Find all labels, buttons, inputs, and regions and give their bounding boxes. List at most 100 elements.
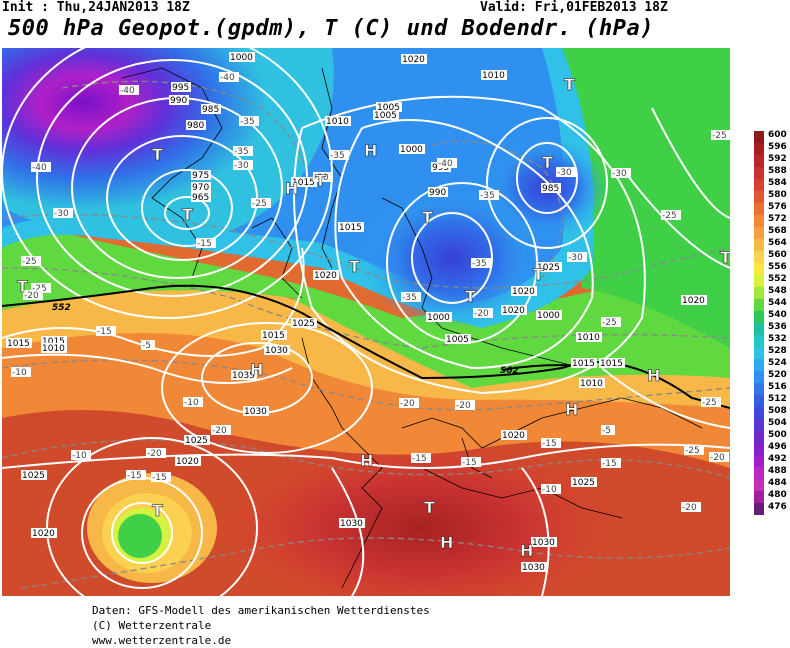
pressure-label: 1010 <box>482 71 505 81</box>
pressure-label-bg <box>501 430 527 440</box>
temperature-label-bg <box>611 168 631 178</box>
temperature-label-bg <box>196 238 216 248</box>
temperature-label-bg <box>541 438 561 448</box>
contour-562-label: 562 <box>500 366 519 376</box>
temperature-label: -15 <box>412 454 427 464</box>
cutoff-green <box>118 514 162 558</box>
legend-swatch <box>754 443 764 455</box>
high-pressure-symbol: H <box>647 366 660 385</box>
temperature-label-bg <box>681 502 701 512</box>
temperature-label: -20 <box>474 309 489 319</box>
temperature-label-bg <box>53 208 73 218</box>
pressure-label-bg <box>571 477 597 487</box>
credit-copyright: (C) Wetterzentrale <box>92 619 212 632</box>
pressure-label-bg <box>175 456 201 466</box>
pressure-label: 985 <box>202 105 219 115</box>
low-pressure-symbol: T <box>182 205 193 224</box>
pressure-label: 1030 <box>522 563 545 573</box>
pressure-label: 995 <box>172 83 189 93</box>
temperature-label: -10 <box>542 485 557 495</box>
credit-website: www.wetterzentrale.de <box>92 634 232 647</box>
legend-swatch <box>754 383 764 395</box>
temperature-label: -25 <box>22 257 37 267</box>
legend-tick-label: 484 <box>768 478 787 488</box>
temperature-label: -15 <box>152 473 167 483</box>
temperature-labels: -40-40-40-35-35-30-25-25-20-15-15-10-10-… <box>11 72 730 513</box>
temperature-label: -5 <box>602 426 611 436</box>
pressure-label: 1020 <box>502 431 525 441</box>
temperature-label-bg <box>437 158 457 168</box>
legend-swatch <box>754 431 764 443</box>
temperature-label: -20 <box>400 399 415 409</box>
temperature-label-bg <box>455 400 475 410</box>
pressure-label-bg <box>171 82 191 92</box>
pressure-label: 1020 <box>402 55 425 65</box>
pressure-label: 1015 <box>7 339 30 349</box>
temperature-label: -15 <box>602 459 617 469</box>
pressure-label-bg <box>191 170 211 180</box>
pressure-label: 1005 <box>446 335 469 345</box>
temperature-label: -5 <box>142 341 151 351</box>
legend-tick-label: 492 <box>768 454 787 464</box>
legend-tick-label: 508 <box>768 406 787 416</box>
pressure-label-bg <box>531 537 557 547</box>
legend-swatch <box>754 347 764 359</box>
temperature-label-bg <box>183 397 203 407</box>
pressure-label-bg <box>338 222 364 232</box>
init-time-label: Init : Thu,24JAN2013 18Z <box>2 0 190 15</box>
pressure-label: 1025 <box>572 478 595 488</box>
pressure-label-bg <box>373 110 399 120</box>
legend-tick-label: 536 <box>768 322 787 332</box>
temperature-label: -25 <box>602 318 617 328</box>
legend-tick-label: 596 <box>768 142 787 152</box>
temperature-label-bg <box>479 190 499 200</box>
pressure-label-bg <box>264 345 290 355</box>
legend-tick-label: 500 <box>768 430 787 440</box>
legend-tick-label: 576 <box>768 202 787 212</box>
purple-low <box>2 48 334 243</box>
pressure-label-bg <box>426 312 452 322</box>
pressure-label: 970 <box>192 183 209 193</box>
temperature-label-bg <box>219 72 239 82</box>
legend-swatch <box>754 479 764 491</box>
legend-tick-label: 552 <box>768 274 787 284</box>
legend-tick-label: 544 <box>768 298 787 308</box>
pressure-label: 1030 <box>532 538 555 548</box>
legend-tick-label: 528 <box>768 346 787 356</box>
pressure-label-bg <box>428 187 448 197</box>
pressure-label-bg <box>579 378 605 388</box>
low-pressure-symbol: T <box>315 171 326 190</box>
temperature-label-bg <box>411 453 431 463</box>
pressure-label: 1015 <box>262 331 285 341</box>
pressure-label: 1015 <box>600 359 623 369</box>
temperature-label-bg <box>399 398 419 408</box>
low-pressure-symbol: T <box>424 498 435 517</box>
temperature-label: -20 <box>212 426 227 436</box>
pressure-label-bg <box>169 95 189 105</box>
temperature-label: -30 <box>314 173 329 183</box>
pressure-label-bg <box>399 144 425 154</box>
low-pressure-symbol: T <box>349 257 360 276</box>
pressure-label: 1015 <box>42 337 65 347</box>
legend-swatch <box>754 251 764 263</box>
temperature-label: -40 <box>438 159 453 169</box>
temperature-label-bg <box>471 258 491 268</box>
legend-tick-label: 560 <box>768 250 787 260</box>
legend-swatch <box>754 323 764 335</box>
low-pressure-symbol: T <box>152 501 163 520</box>
pressure-label-bg <box>21 470 47 480</box>
valid-time-label: Valid: Fri,01FEB2013 18Z <box>480 0 668 15</box>
legend-swatch <box>754 239 764 251</box>
temperature-label-bg <box>461 457 481 467</box>
temperature-label-bg <box>313 172 333 182</box>
legend-bar <box>754 131 764 515</box>
temperature-label: -20 <box>24 291 39 301</box>
temperature-label-bg <box>31 162 51 172</box>
legend-swatch <box>754 455 764 467</box>
temperature-label-bg <box>21 256 41 266</box>
temperature-label-bg <box>233 160 253 170</box>
low-pressure-symbol: T <box>422 208 433 227</box>
pressure-label-bg <box>201 104 221 114</box>
legend-tick-label: 540 <box>768 310 787 320</box>
temperature-label: -35 <box>472 259 487 269</box>
